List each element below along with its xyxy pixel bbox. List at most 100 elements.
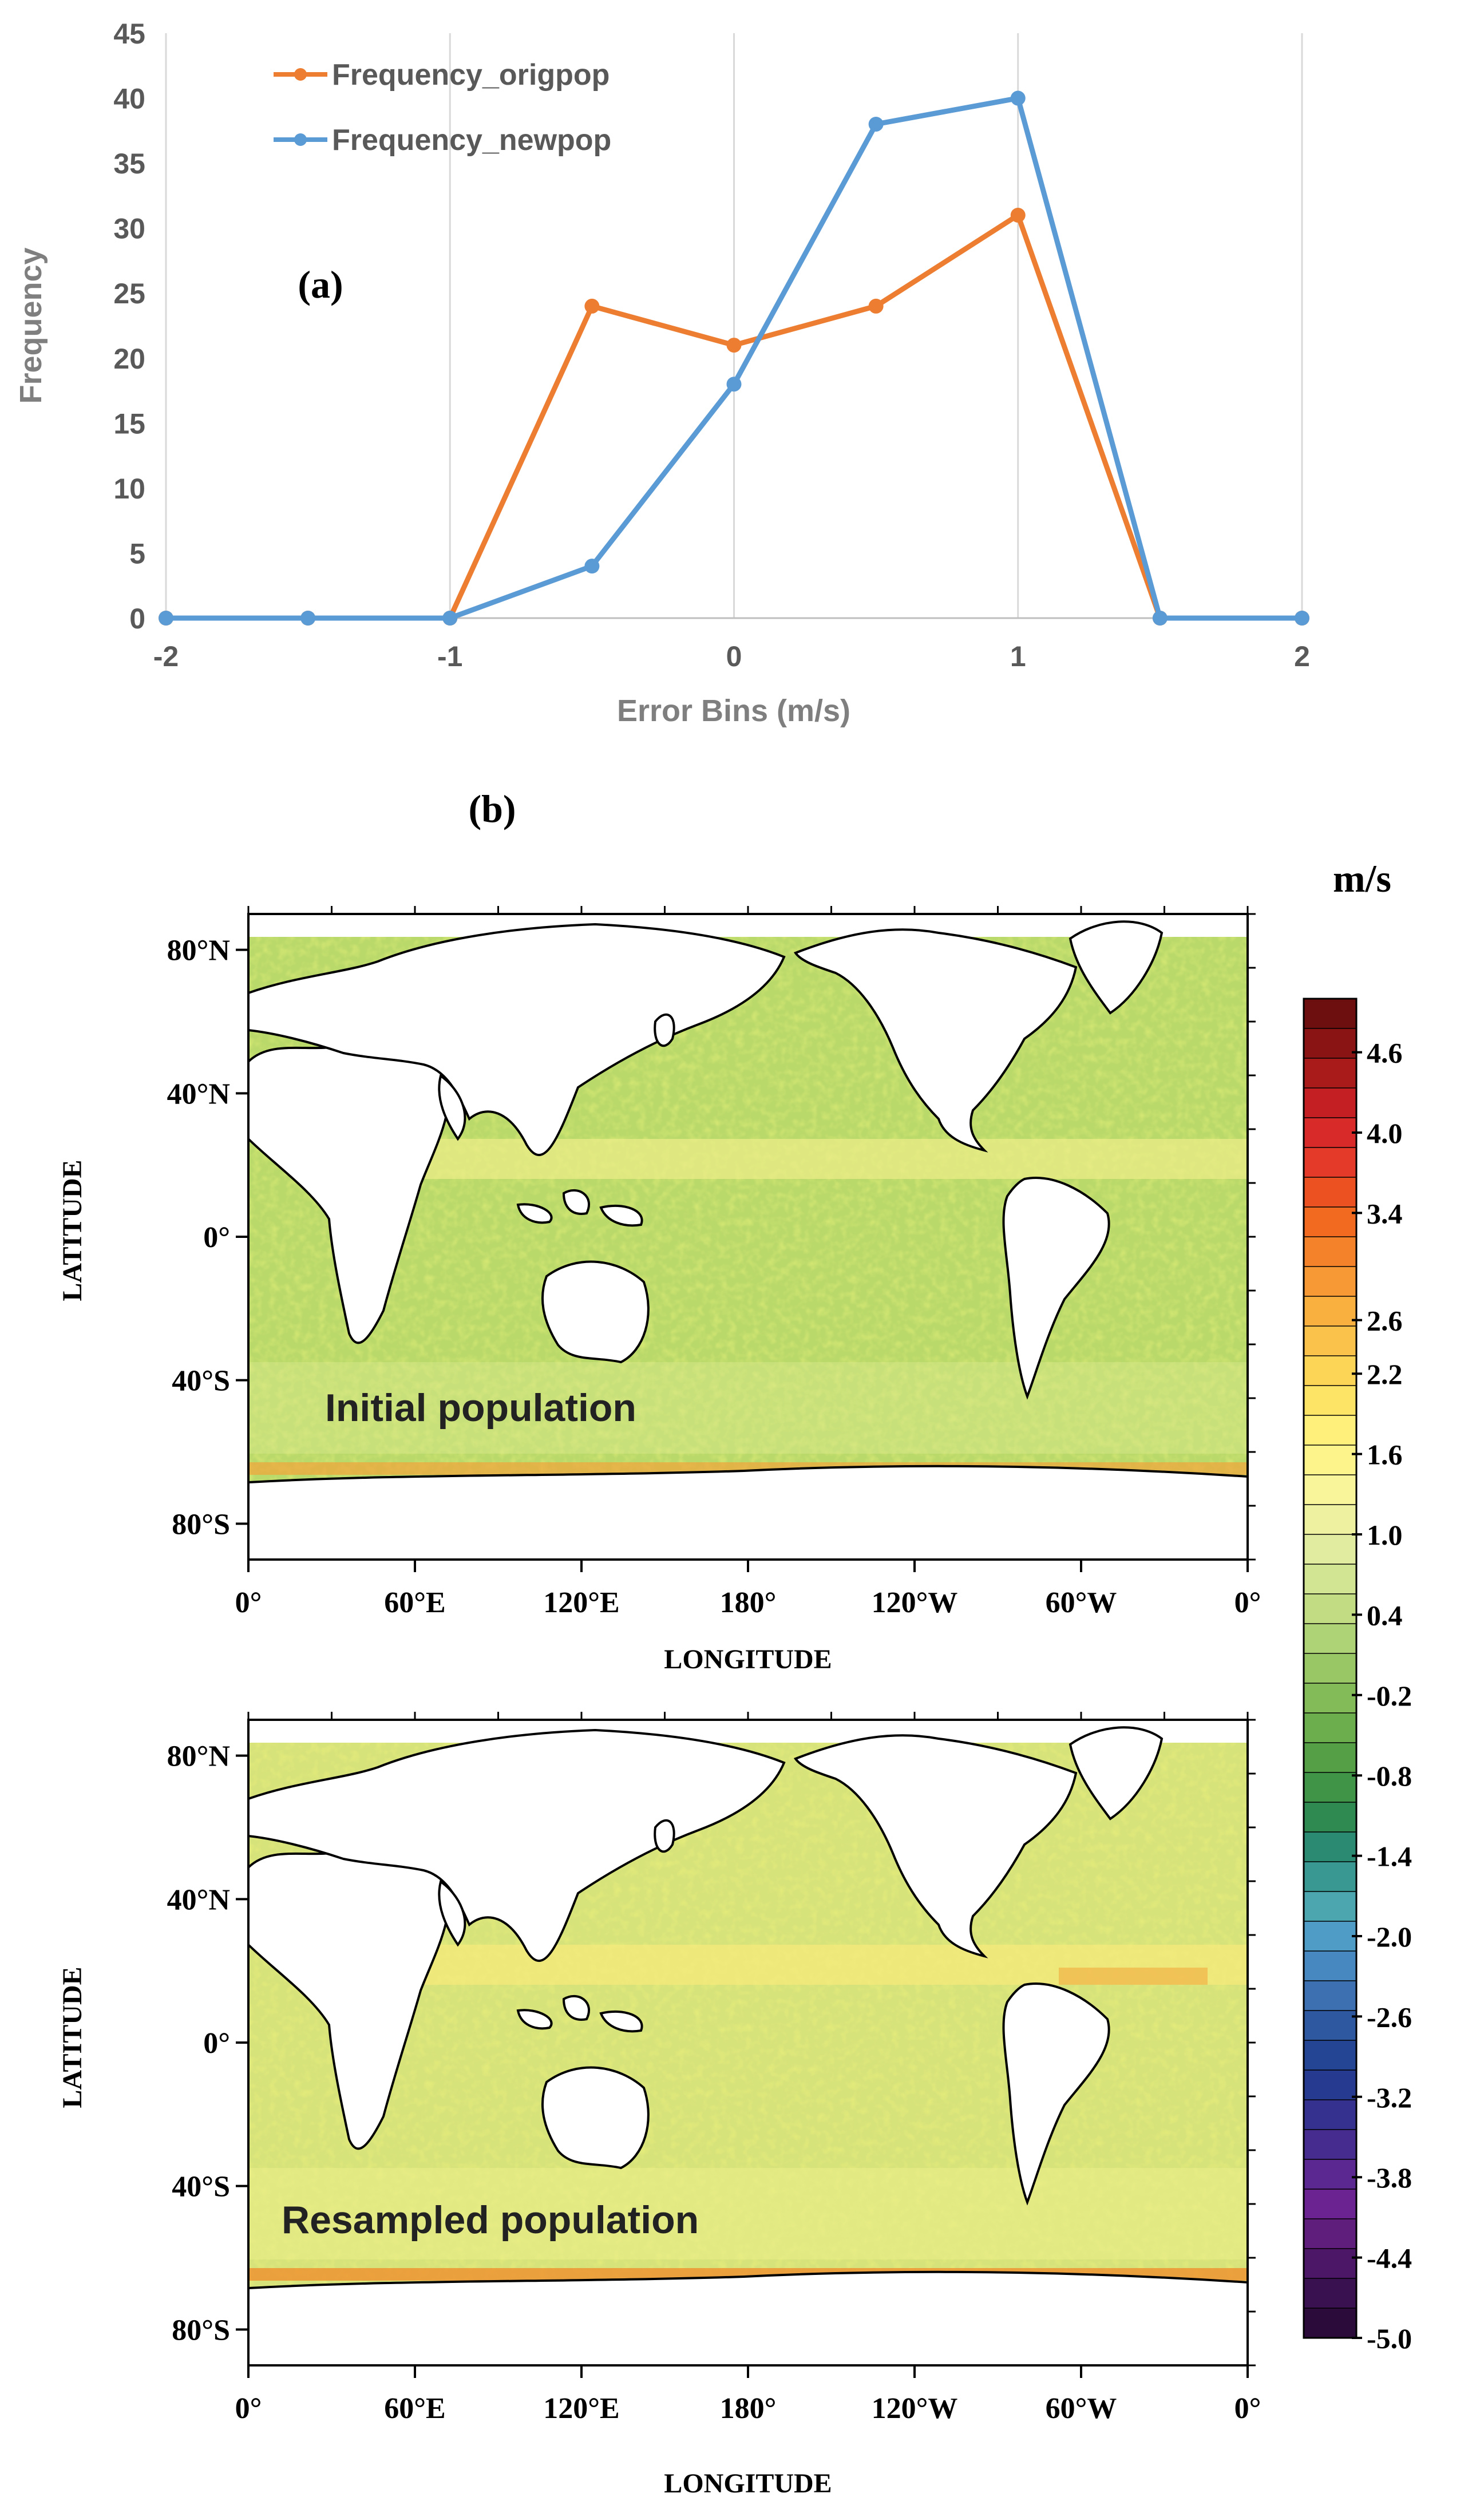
- colorbar-tick-label: -3.2: [1367, 2081, 1412, 2114]
- colorbar-swatch: [1303, 1534, 1357, 1565]
- x-axis-tick-labels: -2 -1 0 1 2: [153, 640, 1310, 672]
- colorbar-tick-label: 4.0: [1367, 1117, 1403, 1149]
- colorbar-swatch: [1303, 2248, 1357, 2280]
- colorbar-swatch: [1303, 2278, 1357, 2309]
- colorbar: 4.6 4.0 3.4 2.6 2.2 1.6 1.0 0.4 -0.2 -0.8 -1.4 -2.0…: [1303, 998, 1412, 2354]
- latitude-tick-labels: 80°N 40°N 0° 40°S 80°S: [167, 913, 1256, 1561]
- lon-tick-label: 120°E: [543, 2392, 619, 2425]
- lat-tick-label: 80°S: [172, 2314, 230, 2346]
- colorbar-swatch: [1303, 2010, 1357, 2041]
- colorbar-swatch: [1303, 1861, 1357, 1893]
- lat-tick-label: 80°S: [172, 1508, 230, 1541]
- x-tick-label: -2: [153, 640, 179, 672]
- colorbar-swatch: [1303, 1236, 1357, 1268]
- colorbar-swatch: [1303, 1980, 1357, 2012]
- legend-label-newpop: Frequency_newpop: [332, 124, 611, 157]
- legend-marker-newpop: [294, 133, 307, 146]
- series-Frequency_newpop: [159, 90, 1309, 626]
- colorbar-swatch: [1303, 1504, 1357, 1536]
- legend-label-origpop: Frequency_origpop: [332, 58, 610, 92]
- data-point: [726, 338, 742, 353]
- colorbar-swatch: [1303, 1712, 1357, 1744]
- lat-tick-label: 40°N: [167, 1078, 230, 1110]
- lon-tick-label: 0°: [1234, 1586, 1261, 1619]
- lat-tick-label: 0°: [203, 2027, 230, 2060]
- lat-tick-label: 40°N: [167, 1883, 230, 1916]
- colorbar-swatch: [1303, 1325, 1357, 1357]
- colorbar-tick-label: 4.6: [1367, 1037, 1403, 1069]
- colorbar-swatch: [1303, 1564, 1357, 1595]
- colorbar-swatch: [1303, 1385, 1357, 1416]
- y-tick-label: 45: [113, 18, 145, 50]
- panel-a-label: (a): [298, 263, 343, 306]
- lon-tick-label: 180°: [720, 2392, 777, 2425]
- lon-tick-label: 180°: [720, 1586, 777, 1619]
- x-axis-title: Error Bins (m/s): [617, 694, 850, 728]
- lon-tick-label: 0°: [235, 1586, 262, 1619]
- y-tick-label: 20: [113, 343, 145, 375]
- longitude-axis-title: LONGITUDE: [664, 1644, 832, 1675]
- colorbar-swatch: [1303, 1683, 1357, 1714]
- colorbar-swatch: [1303, 2308, 1357, 2339]
- colorbar-swatch: [1303, 1028, 1357, 1059]
- colorbar-tick-labels: 4.6 4.0 3.4 2.6 2.2 1.6 1.0 0.4 -0.2 -0.8 -1.4 -2.0…: [1352, 1037, 1412, 2354]
- y-axis-title: Frequency: [14, 247, 48, 403]
- lat-tick-label: 40°S: [172, 2171, 230, 2203]
- colorbar-swatch: [1303, 1950, 1357, 1982]
- lat-tick-label: 80°N: [167, 935, 230, 967]
- colorbar-swatch: [1303, 1653, 1357, 1684]
- x-tick-label: 0: [726, 640, 742, 672]
- southern-ocean-band: [248, 1362, 1248, 1454]
- colorbar-swatch: [1303, 2218, 1357, 2250]
- colorbar-swatch: [1303, 1415, 1357, 1446]
- data-point: [868, 298, 884, 314]
- colorbar-swatch: [1303, 2189, 1357, 2220]
- legend-item-origpop: Frequency_origpop: [274, 58, 610, 92]
- map-annotation: Initial population: [325, 1386, 636, 1430]
- colorbar-tick-label: -3.8: [1367, 2162, 1412, 2194]
- colorbar-tick-label: -0.2: [1367, 1680, 1412, 1712]
- colorbar-swatch: [1303, 1445, 1357, 1476]
- data-point: [584, 298, 600, 314]
- lon-tick-label: 60°W: [1046, 1586, 1117, 1619]
- lat-tick-label: 40°S: [172, 1365, 230, 1398]
- data-point: [1010, 90, 1026, 106]
- colorbar-tick-label: 3.4: [1367, 1197, 1403, 1229]
- data-point: [300, 611, 316, 626]
- lon-tick-label: 0°: [235, 2392, 262, 2425]
- colorbar-tick-label: 0.4: [1367, 1599, 1403, 1631]
- colorbar-swatch: [1303, 1206, 1357, 1238]
- y-tick-label: 10: [113, 473, 145, 505]
- colorbar-swatch: [1303, 1058, 1357, 1089]
- colorbar-tick-label: 1.6: [1367, 1439, 1403, 1471]
- colorbar-swatch: [1303, 2069, 1357, 2101]
- legend-marker-origpop: [294, 68, 307, 81]
- colorbar-tick-label: 1.0: [1367, 1519, 1403, 1551]
- y-tick-label: 25: [113, 278, 145, 310]
- chart-series: [159, 90, 1309, 626]
- colorbar-swatch: [1303, 1772, 1357, 1803]
- colorbar-swatch: [1303, 1891, 1357, 1922]
- longitude-tick-labels: 0° 60°E 120°E 180° 120°W 60°W 0°: [235, 1712, 1261, 2425]
- colorbar-border: [1303, 998, 1358, 2339]
- y-tick-label: 30: [113, 213, 145, 245]
- latitude-tick-labels: 80°N 40°N 0° 40°S 80°S: [167, 1719, 1256, 2367]
- colorbar-tick-label: -2.0: [1367, 1921, 1412, 1953]
- map-initial-population: Initial population 80°N 40°N 0° 40°S 80°S 0°…: [57, 906, 1261, 1675]
- vertical-gridlines: [165, 33, 1303, 618]
- lon-tick-label: 60°E: [384, 1586, 445, 1619]
- colorbar-swatch: [1303, 2099, 1357, 2131]
- data-point: [1010, 207, 1026, 223]
- panel-b-label: (b): [468, 787, 516, 830]
- colorbar-swatch: [1303, 1087, 1357, 1119]
- colorbar-swatch: [1303, 1623, 1357, 1655]
- lon-tick-label: 60°W: [1046, 2392, 1117, 2425]
- colorbar-swatch: [1303, 1177, 1357, 1208]
- southern-ocean-band: [248, 2168, 1248, 2259]
- colorbar-swatch: [1303, 1147, 1357, 1178]
- colorbar-swatch: [1303, 1831, 1357, 1863]
- lon-tick-label: 120°E: [543, 1586, 619, 1619]
- lon-tick-label: 120°W: [872, 1586, 958, 1619]
- chart-legend: Frequency_origpop Frequency_newpop: [274, 58, 611, 157]
